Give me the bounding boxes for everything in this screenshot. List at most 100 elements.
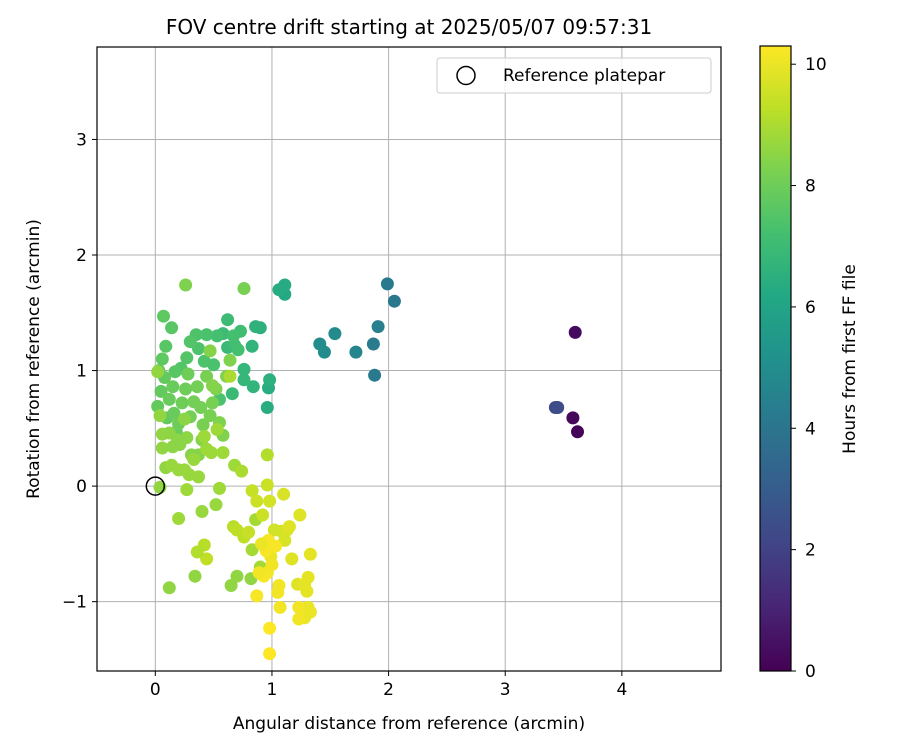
data-point xyxy=(166,380,180,394)
data-point xyxy=(179,382,193,396)
data-point xyxy=(231,343,245,357)
data-point xyxy=(313,337,327,351)
reference-platepar-marker xyxy=(145,476,166,496)
x-tick-label: 3 xyxy=(500,680,511,700)
data-point xyxy=(203,344,217,358)
data-point xyxy=(190,380,204,394)
data-point xyxy=(237,373,251,387)
data-point xyxy=(272,283,286,297)
data-point xyxy=(166,440,180,454)
data-point xyxy=(227,329,240,343)
data-point xyxy=(252,566,266,580)
data-point xyxy=(153,409,167,423)
data-point xyxy=(273,600,287,614)
data-point xyxy=(260,478,274,492)
legend-label: Reference platepar xyxy=(503,66,665,86)
data-point xyxy=(155,441,169,455)
data-point xyxy=(192,470,205,484)
data-point xyxy=(190,545,204,559)
data-point xyxy=(292,612,306,626)
y-axis-label: Rotation from reference (arcmin) xyxy=(24,219,44,499)
data-point xyxy=(301,570,315,584)
data-point xyxy=(256,508,270,522)
data-point xyxy=(172,512,186,525)
data-point xyxy=(282,520,296,534)
x-tick-label: 1 xyxy=(267,680,278,700)
data-point xyxy=(223,353,237,367)
data-point xyxy=(571,425,584,439)
data-point xyxy=(551,401,565,414)
data-point xyxy=(277,487,291,501)
data-point xyxy=(245,339,259,353)
data-point xyxy=(349,345,363,359)
data-point xyxy=(293,508,307,522)
data-point xyxy=(245,484,259,498)
chart-title: FOV centre drift starting at 2025/05/07 … xyxy=(166,15,652,39)
data-point xyxy=(249,320,263,334)
data-point xyxy=(178,412,191,426)
data-point xyxy=(300,584,314,598)
data-point xyxy=(210,329,224,343)
data-point xyxy=(368,368,382,382)
data-point xyxy=(154,384,168,398)
x-tick-label: 4 xyxy=(616,680,627,700)
colorbar-ticks: 0 2 4 6 8 10 xyxy=(791,55,827,682)
y-tick-label: 2 xyxy=(76,246,87,266)
data-point xyxy=(221,313,235,327)
data-point xyxy=(265,558,279,572)
data-point xyxy=(180,483,194,497)
data-point xyxy=(260,401,274,414)
data-point xyxy=(328,327,342,341)
data-point xyxy=(224,579,238,592)
colorbar-tick-label: 6 xyxy=(805,298,816,318)
data-point xyxy=(210,423,224,436)
colorbar-tick-label: 8 xyxy=(805,177,816,197)
data-points xyxy=(151,277,584,661)
data-point xyxy=(225,387,239,401)
data-point xyxy=(188,569,202,583)
data-point xyxy=(213,481,226,495)
data-point xyxy=(255,537,268,551)
data-point xyxy=(371,320,385,334)
legend-marker xyxy=(456,65,476,86)
data-point xyxy=(292,600,306,614)
data-point xyxy=(200,328,214,342)
data-point xyxy=(250,589,264,603)
x-tick-label: 0 xyxy=(150,680,161,700)
data-point xyxy=(157,309,170,323)
y-tick-label: 3 xyxy=(76,130,87,150)
data-point xyxy=(246,380,260,394)
data-point xyxy=(168,365,182,379)
data-point xyxy=(179,278,193,292)
plot-frame xyxy=(96,46,722,672)
data-point xyxy=(235,464,249,478)
data-point xyxy=(162,581,176,595)
data-point xyxy=(204,446,218,460)
data-point xyxy=(165,321,179,335)
data-point xyxy=(195,505,209,518)
grid-lines xyxy=(97,47,721,671)
y-tick-label: 0 xyxy=(76,477,87,497)
legend: Reference platepar xyxy=(436,57,712,94)
data-point xyxy=(194,401,208,414)
y-tick-label: 1 xyxy=(76,362,87,382)
x-axis-ticks: 0 1 2 3 4 xyxy=(150,671,627,700)
data-point xyxy=(260,448,274,462)
data-point xyxy=(209,498,223,512)
colorbar-tick-label: 10 xyxy=(805,55,827,75)
data-point xyxy=(200,552,214,566)
data-point xyxy=(285,552,299,566)
x-axis-label: Angular distance from reference (arcmin) xyxy=(233,714,585,734)
data-point xyxy=(206,396,219,410)
data-point xyxy=(245,543,259,557)
data-point xyxy=(237,282,251,295)
data-point xyxy=(197,354,211,368)
data-point xyxy=(175,396,189,410)
data-point xyxy=(263,494,277,508)
data-point xyxy=(151,365,165,379)
colorbar-label: Hours from first FF file xyxy=(840,264,860,454)
data-point xyxy=(366,337,380,351)
legend-box xyxy=(436,57,712,94)
y-axis-ticks: −1 0 1 2 3 xyxy=(62,130,97,613)
